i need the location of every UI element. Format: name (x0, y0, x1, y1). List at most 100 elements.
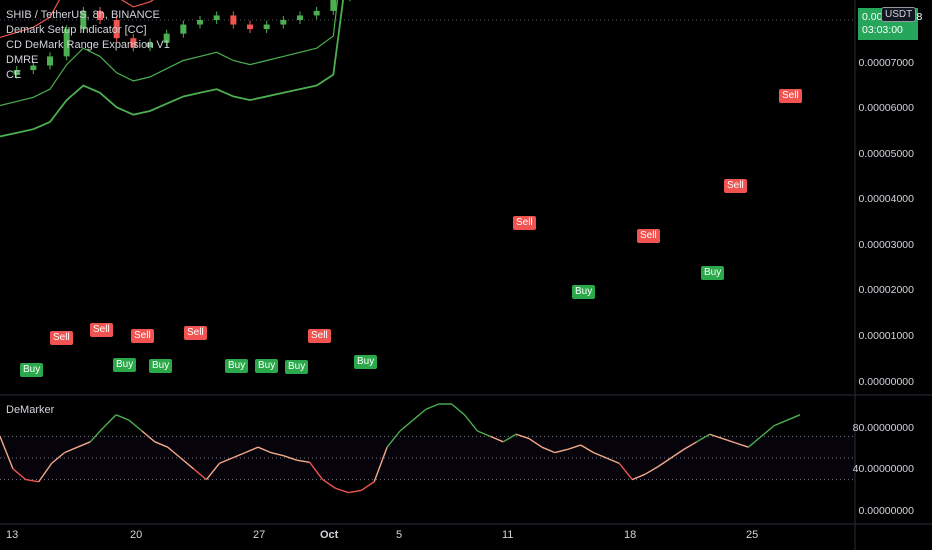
demarker-line-segment (735, 442, 749, 448)
last-price-value: 0.00 (862, 11, 883, 23)
demarker-line-segment (644, 466, 659, 475)
buy-signal: Buy (255, 359, 279, 373)
demarker-line-segment (64, 446, 78, 454)
demarker-line-segment (683, 441, 698, 450)
demarker-line-segment (51, 452, 65, 464)
candle-body (213, 15, 220, 20)
demarker-line-segment (463, 414, 478, 432)
candle-body (180, 24, 187, 34)
y-tick-demarker: 0.00000000 (858, 505, 914, 517)
demarker-line-segment (451, 403, 465, 416)
demarker-line-segment (567, 444, 581, 451)
x-tick: 18 (624, 529, 637, 541)
sell-signal: Sell (637, 229, 660, 243)
y-tick-main: 0.00007000 (858, 57, 914, 69)
y-tick-main: 0.00002000 (858, 284, 914, 296)
demarker-line-segment (25, 478, 39, 483)
sell-signal: Sell (513, 216, 536, 230)
demarker-line-segment (322, 479, 336, 489)
candle-body (47, 56, 53, 66)
demarker-line-segment (593, 451, 607, 459)
sell-signal: Sell (724, 179, 747, 193)
x-tick: 27 (253, 529, 266, 541)
candle-body (30, 65, 37, 71)
demarker-line-segment (580, 444, 594, 454)
indicator-ce[interactable]: CE (6, 69, 22, 81)
demarker-line-segment (696, 433, 711, 443)
demarker-line-segment (115, 414, 130, 421)
y-tick-main: 0.00001000 (858, 330, 914, 342)
demarker-line-segment (786, 414, 801, 421)
buy-signal: Buy (701, 266, 725, 280)
sell-signal: Sell (131, 329, 154, 343)
candle-body (280, 20, 287, 25)
demarker-line-segment (399, 419, 414, 432)
bar-countdown: 03:03:00 (862, 24, 903, 36)
candle-body (163, 33, 170, 43)
currency-button[interactable]: USDT (881, 7, 917, 22)
demarker-line-segment (425, 403, 439, 411)
x-tick: 5 (396, 529, 403, 541)
demarker-line-segment (373, 446, 388, 483)
buy-signal: Buy (113, 358, 137, 372)
demarker-line-segment (773, 419, 788, 427)
demarker-line-segment (412, 408, 427, 421)
demarker-line-segment (528, 437, 543, 448)
candle-body (313, 10, 320, 16)
demarker-line-segment (554, 448, 568, 454)
buy-signal: Buy (225, 359, 249, 373)
x-tick: 13 (6, 529, 19, 541)
demarker-line-segment (128, 419, 143, 432)
demarker-line-segment (490, 435, 504, 443)
candle-body (297, 15, 303, 20)
demarker-line-segment (154, 441, 169, 448)
demarker-line-segment (722, 437, 736, 444)
demarker-line-segment (348, 489, 362, 494)
candle-body (13, 70, 20, 75)
buy-signal: Buy (20, 363, 44, 377)
demarker-line-segment (670, 448, 685, 459)
demarker-line-segment (360, 481, 375, 491)
y-tick-main: 0.00004000 (858, 193, 914, 205)
symbol-title[interactable]: SHIB / TetherUS, 8h, BINANCE (6, 9, 160, 21)
candle-body (63, 29, 70, 57)
buy-signal: Buy (354, 355, 378, 369)
candle-body (247, 24, 253, 30)
indicator-dmre[interactable]: DMRE (6, 54, 39, 66)
demarker-line-segment (219, 457, 233, 465)
y-tick-main: 0.00006000 (858, 102, 914, 114)
demarker-line-segment (515, 433, 530, 440)
y-tick-main: 0.00005000 (858, 148, 914, 160)
buy-signal: Buy (572, 285, 596, 299)
demarker-line-segment (283, 455, 297, 461)
demarker-line-segment (38, 462, 53, 483)
demarker-line-segment (309, 461, 324, 481)
candle-body (197, 20, 203, 25)
chart-legend: SHIB / TetherUS, 8h, BINANCE Demark Setu… (6, 8, 170, 83)
demarker-line-segment (180, 457, 194, 470)
chandelier-exit-line (0, 0, 345, 138)
demarker-line-segment (77, 441, 91, 448)
demarker-line-segment (141, 430, 156, 443)
demarker-line-segment (618, 462, 633, 481)
demarker-band-fill (0, 436, 855, 480)
buy-signal: Buy (149, 359, 173, 373)
candle-body (130, 38, 137, 48)
sell-signal: Sell (779, 89, 802, 103)
demarker-line-segment (193, 468, 207, 481)
demarker-line-segment (541, 446, 556, 454)
demarker-pane-title[interactable]: DeMarker (6, 404, 55, 416)
demarker-line-segment (257, 446, 272, 454)
demarker-line-segment (167, 446, 182, 459)
indicator-demark-setup[interactable]: Demark Setup Indicator [CC] (6, 24, 147, 36)
indicator-range-expansion[interactable]: CD DeMark Range Expansion V1 (6, 39, 170, 51)
candle-body (147, 42, 153, 48)
demarker-line-segment (747, 435, 762, 448)
sell-signal: Sell (50, 331, 73, 345)
x-tick: Oct (320, 529, 339, 541)
candle-body (330, 0, 337, 11)
demarker-line-segment (244, 446, 259, 454)
candle-body (263, 24, 270, 30)
candle-body (80, 10, 87, 30)
